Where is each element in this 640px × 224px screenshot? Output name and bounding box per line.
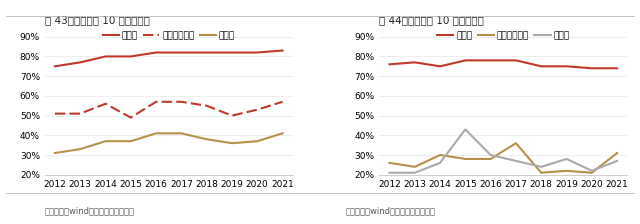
Text: 图 43：基恩士近 10 年盈利情况: 图 43：基恩士近 10 年盈利情况	[45, 15, 150, 25]
Text: 资料来源：wind，西部证基研发中心: 资料来源：wind，西部证基研发中心	[45, 206, 135, 215]
Legend: 毛利率, 总税前净利率, 净利率: 毛利率, 总税前净利率, 净利率	[102, 31, 235, 40]
Text: 资料来源：wind，西部证基研发中心: 资料来源：wind，西部证基研发中心	[346, 206, 436, 215]
Legend: 毛利率, 总税前净利率, 净利率: 毛利率, 总税前净利率, 净利率	[437, 31, 570, 40]
Text: 图 44：康耕视近 10 年盈利情况: 图 44：康耕视近 10 年盈利情况	[380, 15, 484, 25]
